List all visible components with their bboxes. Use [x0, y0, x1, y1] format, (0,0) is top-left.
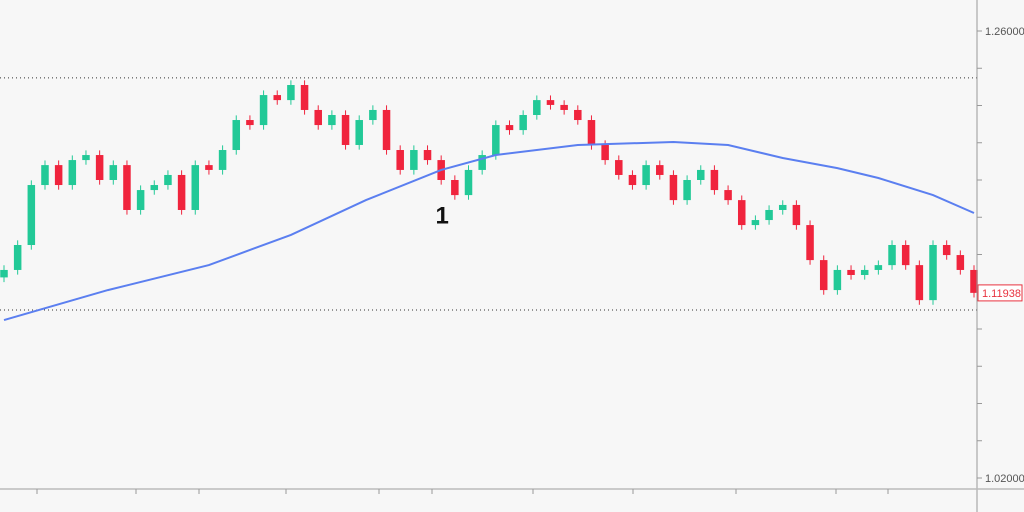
candle-body [95, 155, 104, 180]
candle-body [601, 144, 609, 161]
candle-body [68, 160, 77, 186]
candle-body [519, 114, 527, 131]
y-axis-ticks [977, 30, 982, 479]
candle-body [341, 114, 350, 145]
candle-body [0, 269, 8, 278]
horizontal-levels [0, 77, 977, 311]
candle-body [669, 174, 678, 201]
last-price-label: 1.11938 [982, 288, 1021, 300]
candle-body [205, 165, 213, 170]
candle-body [177, 174, 186, 210]
candle-body [505, 125, 514, 131]
candle-body [929, 245, 937, 301]
candle-body [806, 225, 814, 261]
candle-body [710, 169, 719, 191]
candle-body [369, 109, 377, 121]
candle-body [287, 85, 295, 101]
candle-body [587, 120, 596, 145]
candle-body [546, 100, 555, 105]
annotation-label: 1 [436, 202, 449, 229]
candle-body [765, 209, 773, 221]
last-price-tag [977, 284, 1023, 302]
candle-body [942, 245, 951, 256]
candle-body [847, 269, 855, 275]
candle-body [136, 190, 145, 210]
candle-body [737, 200, 746, 226]
candle-body [13, 245, 22, 270]
candle-body [874, 265, 883, 270]
candle-body [123, 165, 131, 210]
candle-body [273, 95, 281, 101]
candle-body [478, 155, 486, 170]
moving-average-line [3, 140, 975, 322]
candle-body [300, 85, 309, 110]
candle-body [751, 220, 760, 226]
candle-body [191, 165, 200, 210]
candle-body [246, 120, 254, 126]
candle-body [819, 260, 828, 291]
candle-body [615, 160, 623, 175]
candle-body [492, 125, 500, 156]
candle-body [574, 109, 582, 121]
candle-body [410, 150, 418, 170]
candle-body [41, 165, 49, 186]
candles [0, 80, 978, 305]
candle-body [232, 120, 241, 151]
candle-body [54, 165, 63, 186]
candle-body [451, 180, 459, 196]
candle-body [328, 114, 336, 126]
candle-body [560, 104, 568, 110]
candle-body [109, 165, 118, 180]
candle-body [970, 269, 978, 293]
y-tick-label: 1.02000 [985, 473, 1024, 485]
candle-body [628, 174, 637, 186]
candle-body [656, 165, 664, 175]
candle-body [792, 204, 801, 226]
candle-body [396, 150, 404, 170]
candle-body [164, 174, 172, 186]
candle-body [150, 185, 159, 191]
candle-body [860, 269, 869, 275]
candle-body [314, 109, 322, 126]
candle-body [888, 245, 896, 266]
candle-body [642, 165, 650, 186]
candle-body [533, 100, 541, 115]
candle-body [956, 255, 965, 270]
candle-body [382, 109, 391, 151]
candle-body [82, 155, 90, 161]
candle-body [218, 150, 227, 170]
candle-body [464, 169, 473, 196]
candle-body [697, 169, 705, 180]
candle-body [833, 269, 842, 291]
candle-body [778, 204, 787, 210]
candle-body [259, 95, 268, 126]
x-axis-ticks [36, 489, 889, 494]
candle-body [27, 185, 36, 246]
candle-body [901, 245, 910, 266]
candle-body [423, 150, 432, 161]
candle-body [915, 265, 924, 301]
candle-body [355, 120, 363, 145]
candle-body [724, 190, 732, 201]
candle-body [683, 180, 691, 201]
y-tick-label: 1.26000 [985, 26, 1024, 38]
